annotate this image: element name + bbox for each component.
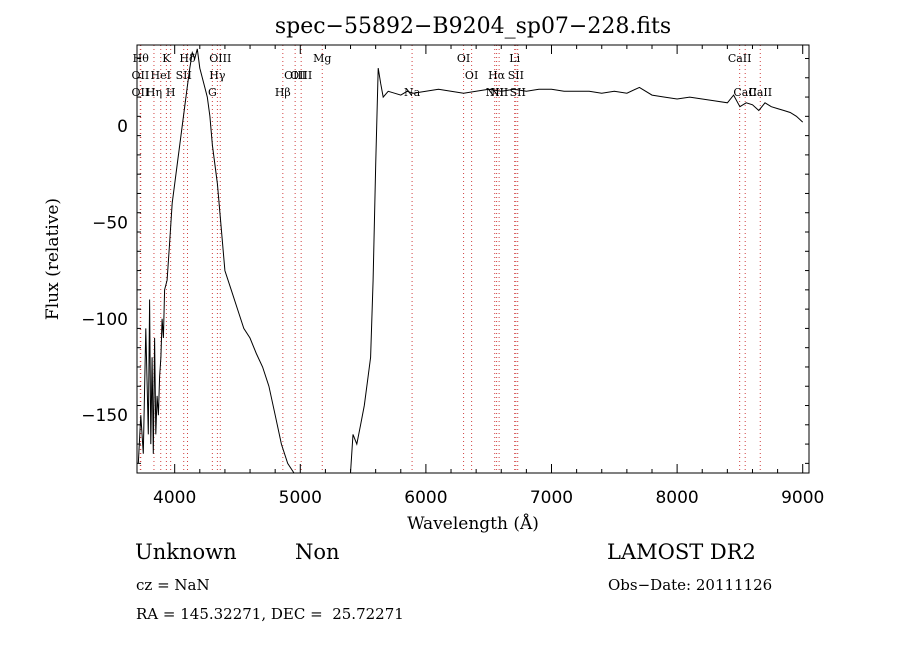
y-tick-label: 0 xyxy=(117,117,128,137)
spectral-line-label-9: G xyxy=(208,86,217,99)
spectrum-series-line xyxy=(137,48,804,474)
spectral-line-label-14: OIII xyxy=(290,69,312,82)
spectral-line-label-2: OII xyxy=(132,86,150,99)
x-tick-label: 4000 xyxy=(153,488,196,508)
spectral-line-label-10: Hγ xyxy=(209,69,226,82)
spectral-line-label-6: H xyxy=(166,86,176,99)
spectral-line-label-7: SII xyxy=(176,69,192,82)
y-axis-label: Flux (relative) xyxy=(43,198,63,320)
x-axis-ticks: 4000 5000 6000 7000 8000 9000 xyxy=(153,45,824,508)
y-axis-ticks: 0 −50 −100 −150 xyxy=(81,57,809,464)
spectral-line-label-5: K xyxy=(162,52,171,65)
spectral-line-label-8: Hδ xyxy=(179,52,196,65)
plot-frame xyxy=(136,44,810,474)
x-tick-label: 9000 xyxy=(781,488,824,508)
spectral-line-label-23: SII xyxy=(508,69,524,82)
survey-name: LAMOST DR2 xyxy=(607,540,756,564)
spectral-line-label-15: Mg xyxy=(313,52,331,65)
x-tick-label: 8000 xyxy=(655,488,698,508)
spectral-line-label-26: CaII xyxy=(733,86,757,99)
redshift-readout: cz = NaN xyxy=(136,576,210,594)
x-tick-label: 7000 xyxy=(530,488,573,508)
x-axis-label: Wavelength (Å) xyxy=(407,513,539,534)
y-tick-label: −150 xyxy=(81,406,128,426)
object-subclass: Non xyxy=(295,540,340,564)
spectral-line-markers xyxy=(139,45,761,473)
spectral-line-label-4: HeI xyxy=(151,69,171,82)
spectral-line-label-13: OIII xyxy=(284,69,306,82)
spectral-line-label-17: OI xyxy=(457,52,470,65)
spectral-line-label-12: Hβ xyxy=(275,86,291,99)
spectral-line-label-11: OIII xyxy=(209,52,231,65)
observation-date: Obs−Date: 20111126 xyxy=(608,576,773,594)
spectral-line-labels: HθOIIOIIHηHeIKHSIIHδGHγOIIIHβOIIIOIIIMgN… xyxy=(132,52,773,99)
y-tick-label: −50 xyxy=(92,213,128,233)
chart-title: spec−55892−B9204_sp07−228.fits xyxy=(275,14,671,39)
x-tick-label: 6000 xyxy=(404,488,447,508)
spectral-line-label-20: Hα xyxy=(488,69,506,82)
y-tick-label: −100 xyxy=(81,310,128,330)
spectral-line-label-22: Li xyxy=(509,52,520,65)
spectral-line-label-1: OII xyxy=(132,69,150,82)
x-tick-label: 5000 xyxy=(279,488,322,508)
spectral-line-label-18: OI xyxy=(465,69,478,82)
object-class: Unknown xyxy=(135,540,237,564)
spectral-line-label-3: Hη xyxy=(146,86,162,99)
spectral-line-label-21: NII xyxy=(490,86,508,99)
spectral-line-label-27: CaII xyxy=(748,86,772,99)
coordinates-readout: RA = 145.32271, DEC = 25.72271 xyxy=(136,605,404,623)
spectral-line-label-24: SII xyxy=(510,86,526,99)
spectral-line-label-25: CaII xyxy=(728,52,752,65)
